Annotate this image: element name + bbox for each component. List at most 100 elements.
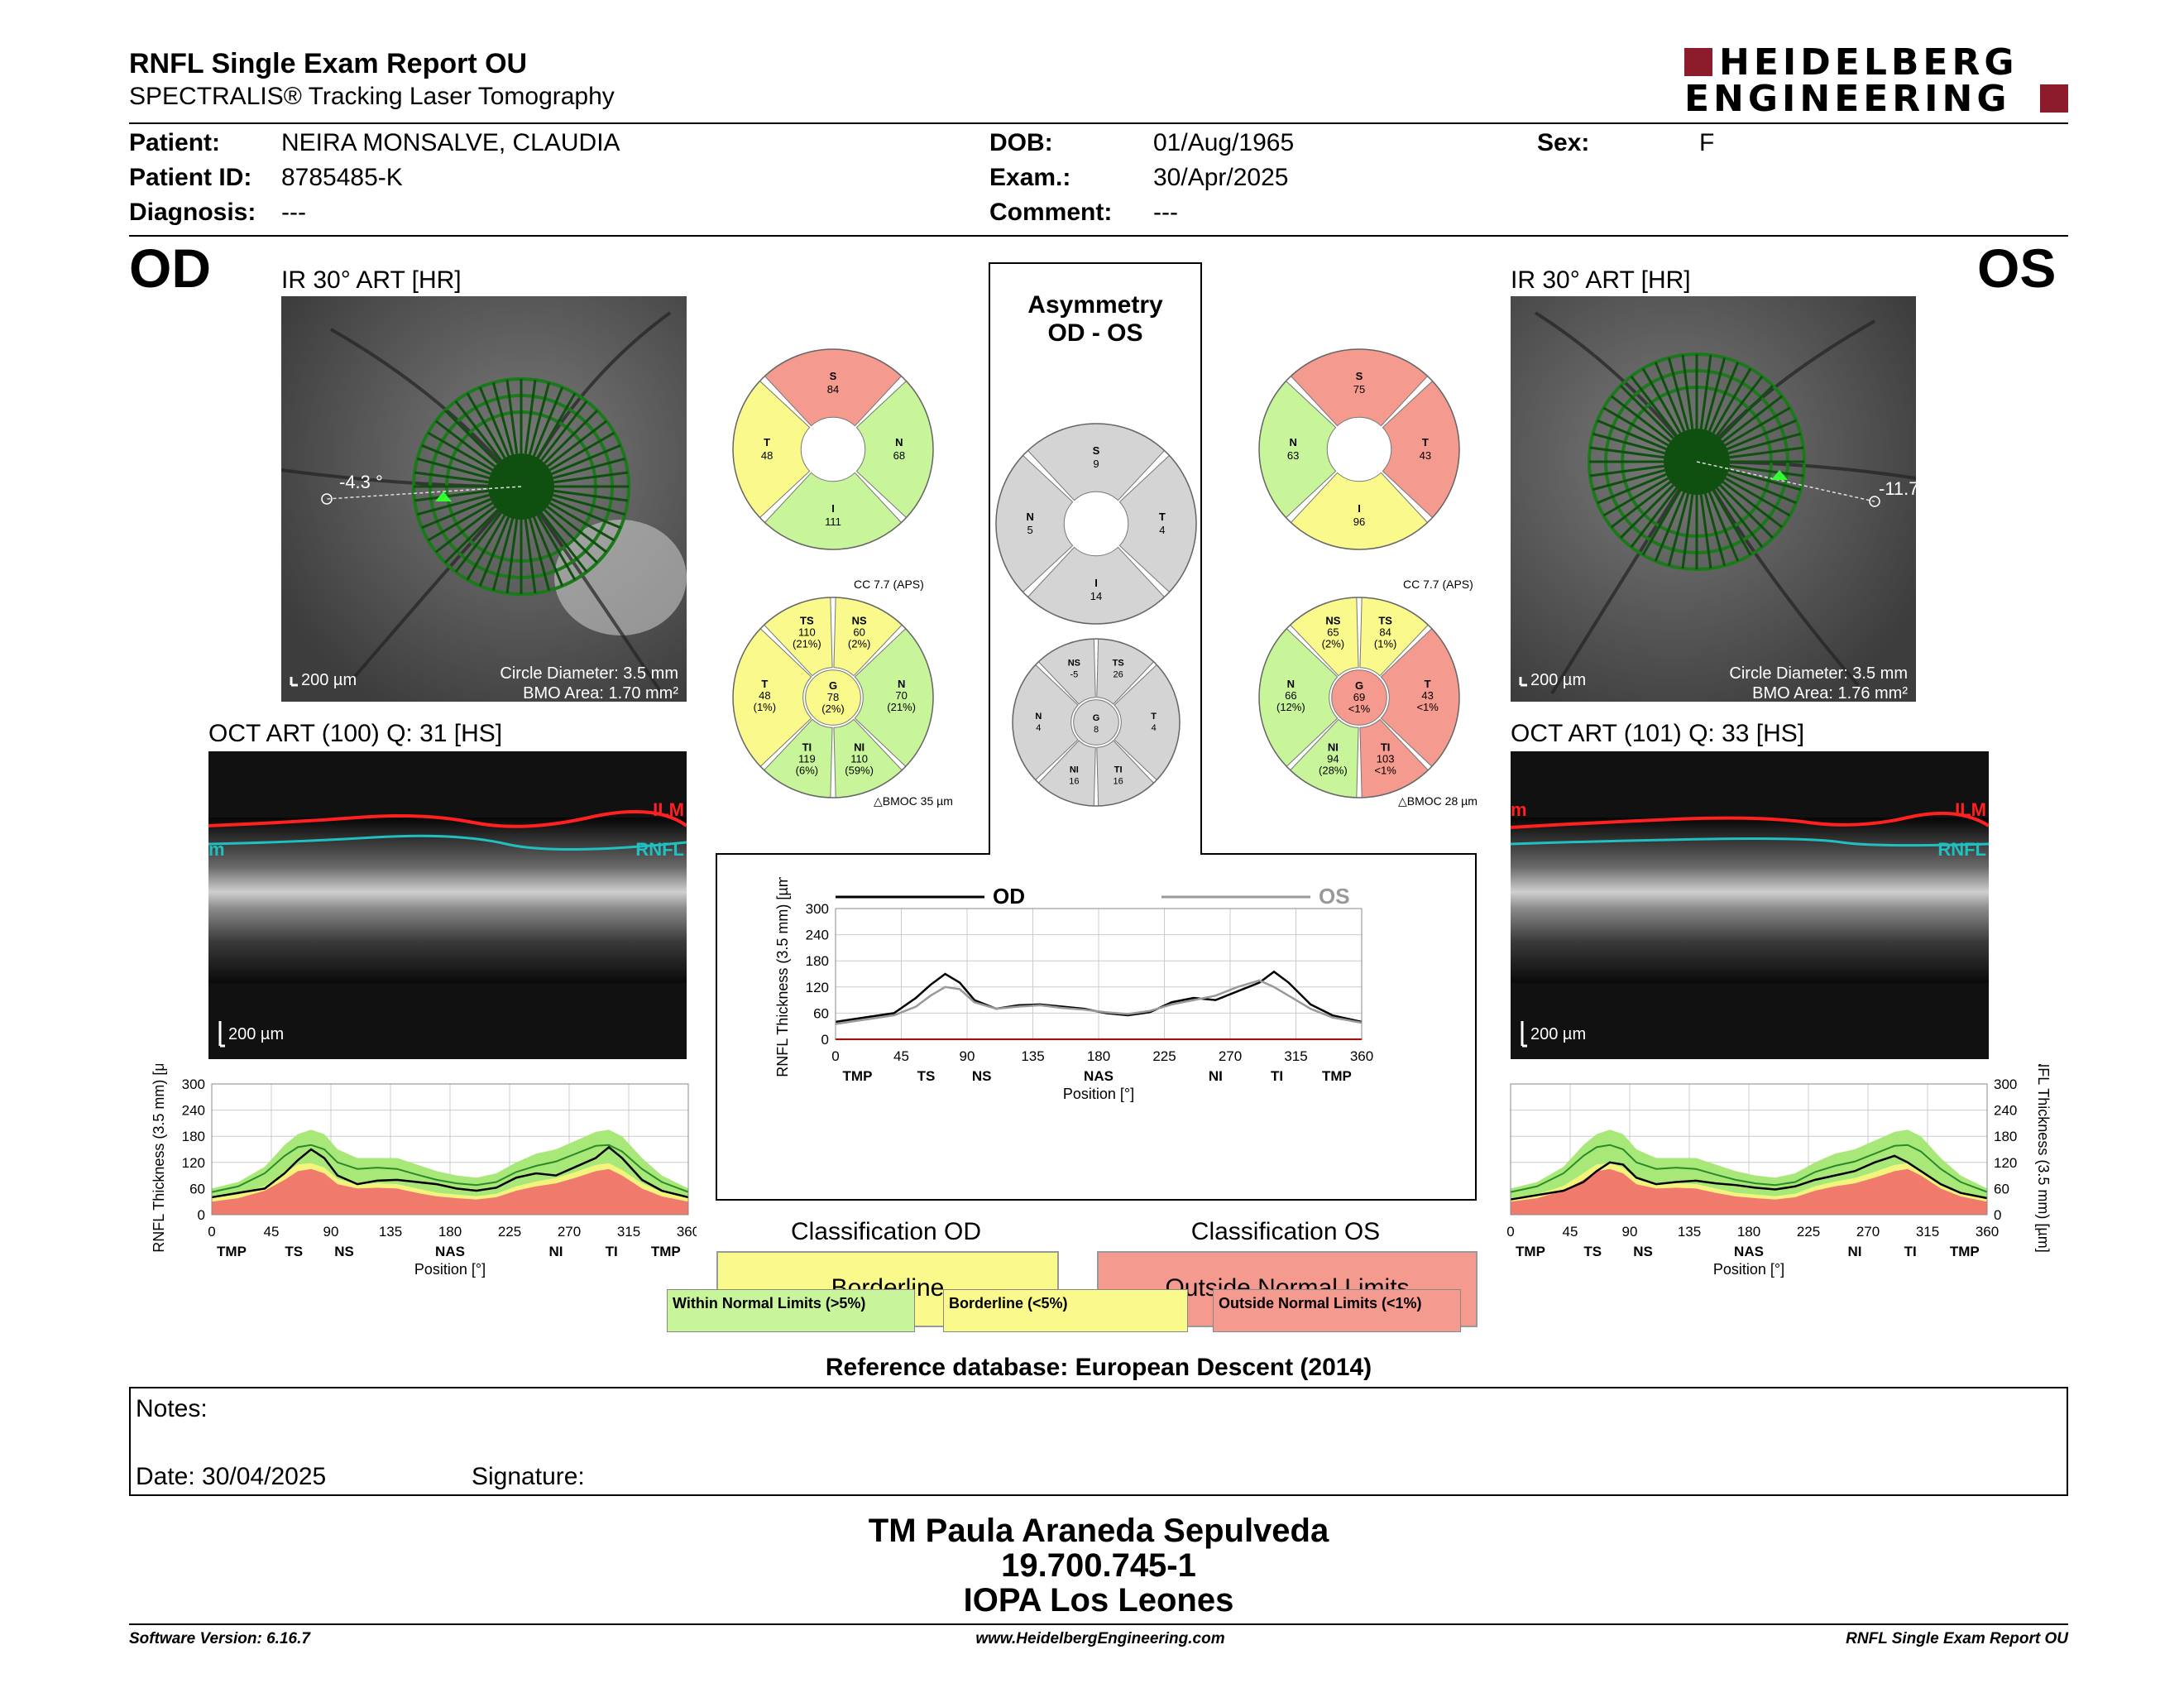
scan-spoke [1712, 367, 1752, 434]
scan-spoke [421, 497, 491, 530]
scan-spoke [1681, 354, 1694, 429]
logo: HEIDELBERG ENGINEERING [1684, 41, 2068, 120]
scan-spoke [540, 400, 588, 462]
sector-label: TI [1381, 741, 1391, 753]
od-bmoc: △BMOC 35 µm [874, 794, 953, 808]
y-tick-label: 300 [182, 1077, 205, 1092]
scan-spoke [553, 489, 629, 502]
x-tick-label: 225 [1152, 1048, 1176, 1064]
global-percentile: <1% [1348, 703, 1371, 715]
logo-line1: HEIDELBERG [1719, 41, 2019, 84]
scan-spoke [1602, 477, 1669, 517]
global-label: G [1093, 713, 1100, 723]
sector-axis-label: TMP [217, 1244, 247, 1259]
sector-percentile: (6%) [796, 764, 818, 776]
sector-axis-label: NS [334, 1244, 354, 1259]
scan-spoke [491, 382, 515, 455]
od-oct-scale: 200 µm [228, 1025, 284, 1043]
x-tick-label: 45 [1563, 1224, 1578, 1240]
scan-spoke [1703, 357, 1727, 430]
normative-mean-line [211, 1144, 689, 1193]
scan-spoke [505, 519, 519, 594]
scan-spoke [1641, 367, 1682, 434]
os-scale: 200 µm [1530, 671, 1586, 689]
sector-value: 43 [1420, 449, 1431, 462]
legend-borderline: Borderline (<5%) [943, 1289, 1188, 1332]
sector-label: N [1026, 511, 1033, 523]
comment-value: --- [1153, 199, 1178, 226]
scan-spoke [1707, 492, 1740, 562]
y-tick-label: 300 [1994, 1077, 2017, 1092]
os-ilm-label: ILM [1955, 799, 1986, 820]
legend-outside: Outside Normal Limits (<1%) [1213, 1289, 1461, 1332]
x-tick-label: 135 [1678, 1224, 1701, 1240]
x-tick-label: 225 [1797, 1224, 1820, 1240]
x-tick-label: 90 [1622, 1224, 1638, 1240]
od-oct-title: OCT ART (100) Q: 31 [HS] [208, 720, 503, 747]
scan-spoke [1724, 406, 1791, 447]
sector-value: 14 [1090, 590, 1102, 602]
report-subtitle: SPECTRALIS® Tracking Laser Tomography [129, 83, 615, 110]
dob-value: 01/Aug/1965 [1153, 129, 1295, 156]
sector-value: 84 [827, 383, 839, 396]
x-tick-label: 360 [1976, 1224, 1999, 1240]
notes-box[interactable]: Notes: Date: 30/04/2025 Signature: [129, 1387, 2068, 1496]
x-axis-title: Position [°] [1713, 1261, 1784, 1278]
scan-spoke [1719, 484, 1774, 539]
y-tick-label: 120 [806, 980, 829, 995]
scan-spoke [548, 501, 615, 542]
sector-axis-label: NI [549, 1244, 563, 1259]
scan-spoke [1712, 489, 1752, 556]
sector-value: 84 [1379, 626, 1391, 639]
y-tick-label: 240 [182, 1103, 205, 1119]
asymmetry-title-1: Asymmetry [1027, 291, 1163, 319]
y-tick-label: 120 [182, 1155, 205, 1171]
outside-band [1511, 1168, 1987, 1215]
os-ir-title: IR 30° ART [HR] [1511, 266, 1691, 294]
sector-value: 16 [1114, 776, 1123, 786]
od-rnfl-label: RNFL [635, 839, 684, 860]
x-tick-label: 270 [1219, 1048, 1242, 1064]
asymmetry-4-sector-wheel: S9 T4 I14 N5 [995, 423, 1197, 625]
sector-value: 43 [1421, 689, 1433, 702]
sector-label: N [1035, 712, 1042, 722]
x-tick-label: 90 [323, 1224, 339, 1240]
y-tick-label: 180 [1994, 1129, 2017, 1144]
sector-label: TS [800, 615, 814, 627]
od-classification-label: Classification OD [790, 1218, 982, 1245]
legend-od: OD [993, 884, 1025, 909]
scan-spoke [553, 457, 625, 480]
wheel-outline [1258, 597, 1460, 798]
legend-os: OS [1319, 884, 1350, 909]
sector-value: 94 [1327, 752, 1339, 765]
y-tick-label: 240 [1994, 1103, 2017, 1119]
sector-axis-label: TI [1271, 1068, 1283, 1084]
sector-percentile: <1% [1374, 764, 1396, 776]
scan-spoke [1667, 357, 1690, 430]
sector-value: 96 [1353, 516, 1365, 528]
os-rnfl-thickness-chart: 0 60 120 180 240 300 0 45 90 135 180 225 270 315 360 TM… [1506, 1064, 2052, 1278]
scan-spoke [1729, 446, 1804, 459]
scan-spoke [417, 493, 490, 516]
x-tick-label: 360 [677, 1224, 697, 1240]
sector-value: 63 [1287, 449, 1299, 462]
sector-value: -5 [1070, 670, 1078, 680]
sector-value: 68 [893, 449, 905, 462]
scan-spoke [1630, 375, 1678, 437]
sector-label: T [1425, 678, 1431, 690]
x-tick-label: 90 [960, 1048, 975, 1064]
scan-spoke [540, 511, 588, 573]
sector-value: 9 [1093, 458, 1099, 470]
scan-spoke [1724, 477, 1791, 517]
wheel-outline [1258, 348, 1460, 550]
scan-spoke [528, 382, 551, 455]
scan-spoke [1654, 362, 1686, 432]
website-link[interactable]: www.HeidelbergEngineering.com [975, 1630, 1225, 1647]
normative-mean-line [1510, 1144, 1988, 1193]
y-tick-label: 120 [1994, 1155, 2017, 1171]
sector-label: NI [1328, 741, 1339, 753]
sector-percentile: (2%) [848, 638, 870, 650]
scan-spoke [1592, 432, 1665, 455]
wheel-outline [1012, 638, 1181, 807]
